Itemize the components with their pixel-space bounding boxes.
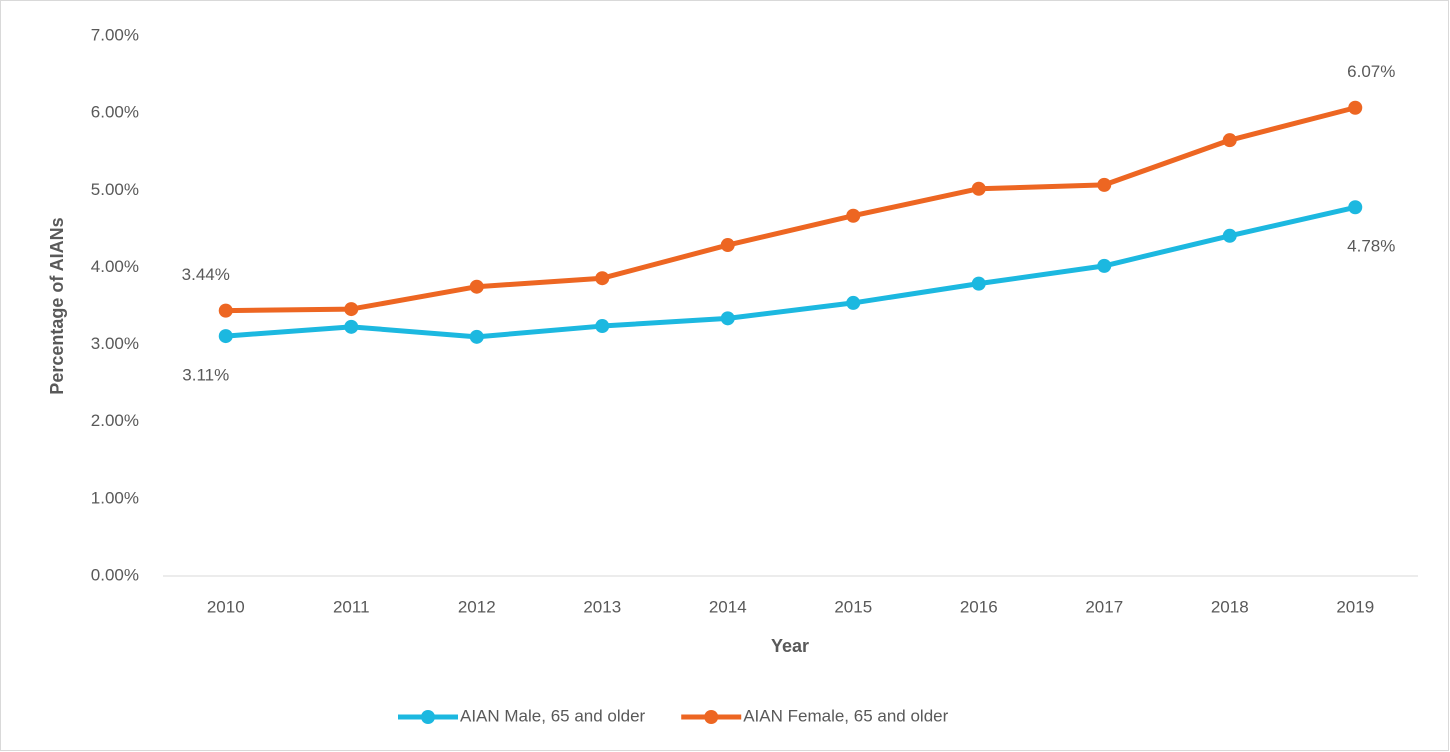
legend-label: AIAN Male, 65 and older <box>460 706 646 725</box>
data-label: 6.07% <box>1347 62 1395 81</box>
y-tick-label: 3.00% <box>91 334 139 353</box>
y-tick-label: 6.00% <box>91 103 139 122</box>
data-point <box>971 181 986 196</box>
data-label: 3.11% <box>182 366 229 385</box>
y-tick-label: 0.00% <box>91 565 139 584</box>
legend-label: AIAN Female, 65 and older <box>743 706 948 725</box>
data-point <box>971 276 986 291</box>
x-tick-label: 2015 <box>834 597 872 616</box>
data-point <box>218 303 233 318</box>
data-point <box>1097 258 1112 273</box>
y-tick-label: 5.00% <box>91 180 139 199</box>
data-point <box>595 271 610 286</box>
data-point <box>1348 200 1363 215</box>
data-point <box>469 329 484 344</box>
data-point <box>1222 133 1237 148</box>
data-point <box>1097 177 1112 192</box>
data-point <box>846 295 861 310</box>
y-tick-label: 1.00% <box>91 488 139 507</box>
data-point <box>469 279 484 294</box>
y-axis-title: Percentage of AIANs <box>47 217 67 394</box>
series-line <box>225 105 1356 314</box>
legend-marker <box>421 710 435 724</box>
data-point <box>344 319 359 334</box>
x-tick-label: 2012 <box>458 597 496 616</box>
data-point <box>1348 100 1363 115</box>
x-tick-label: 2017 <box>1085 597 1123 616</box>
data-point <box>595 319 610 334</box>
data-point <box>218 329 233 344</box>
x-tick-label: 2010 <box>207 597 245 616</box>
data-point <box>846 208 861 223</box>
x-tick-label: 2016 <box>960 597 998 616</box>
legend-marker <box>704 710 719 724</box>
x-tick-label: 2019 <box>1336 597 1374 616</box>
data-point <box>720 311 735 326</box>
x-tick-label: 2011 <box>333 597 370 616</box>
x-tick-label: 2018 <box>1211 597 1249 616</box>
data-point <box>344 302 359 317</box>
series-line <box>225 204 1356 340</box>
x-tick-label: 2013 <box>583 597 621 616</box>
y-tick-label: 4.00% <box>91 257 139 276</box>
data-label: 4.78% <box>1347 237 1395 256</box>
y-tick-label: 2.00% <box>91 411 139 430</box>
data-label: 3.44% <box>182 265 230 284</box>
y-tick-label: 7.00% <box>91 25 139 44</box>
data-point <box>720 238 735 253</box>
x-axis-title: Year <box>771 636 809 656</box>
data-point <box>1222 228 1237 243</box>
x-tick-label: 2014 <box>709 597 747 616</box>
